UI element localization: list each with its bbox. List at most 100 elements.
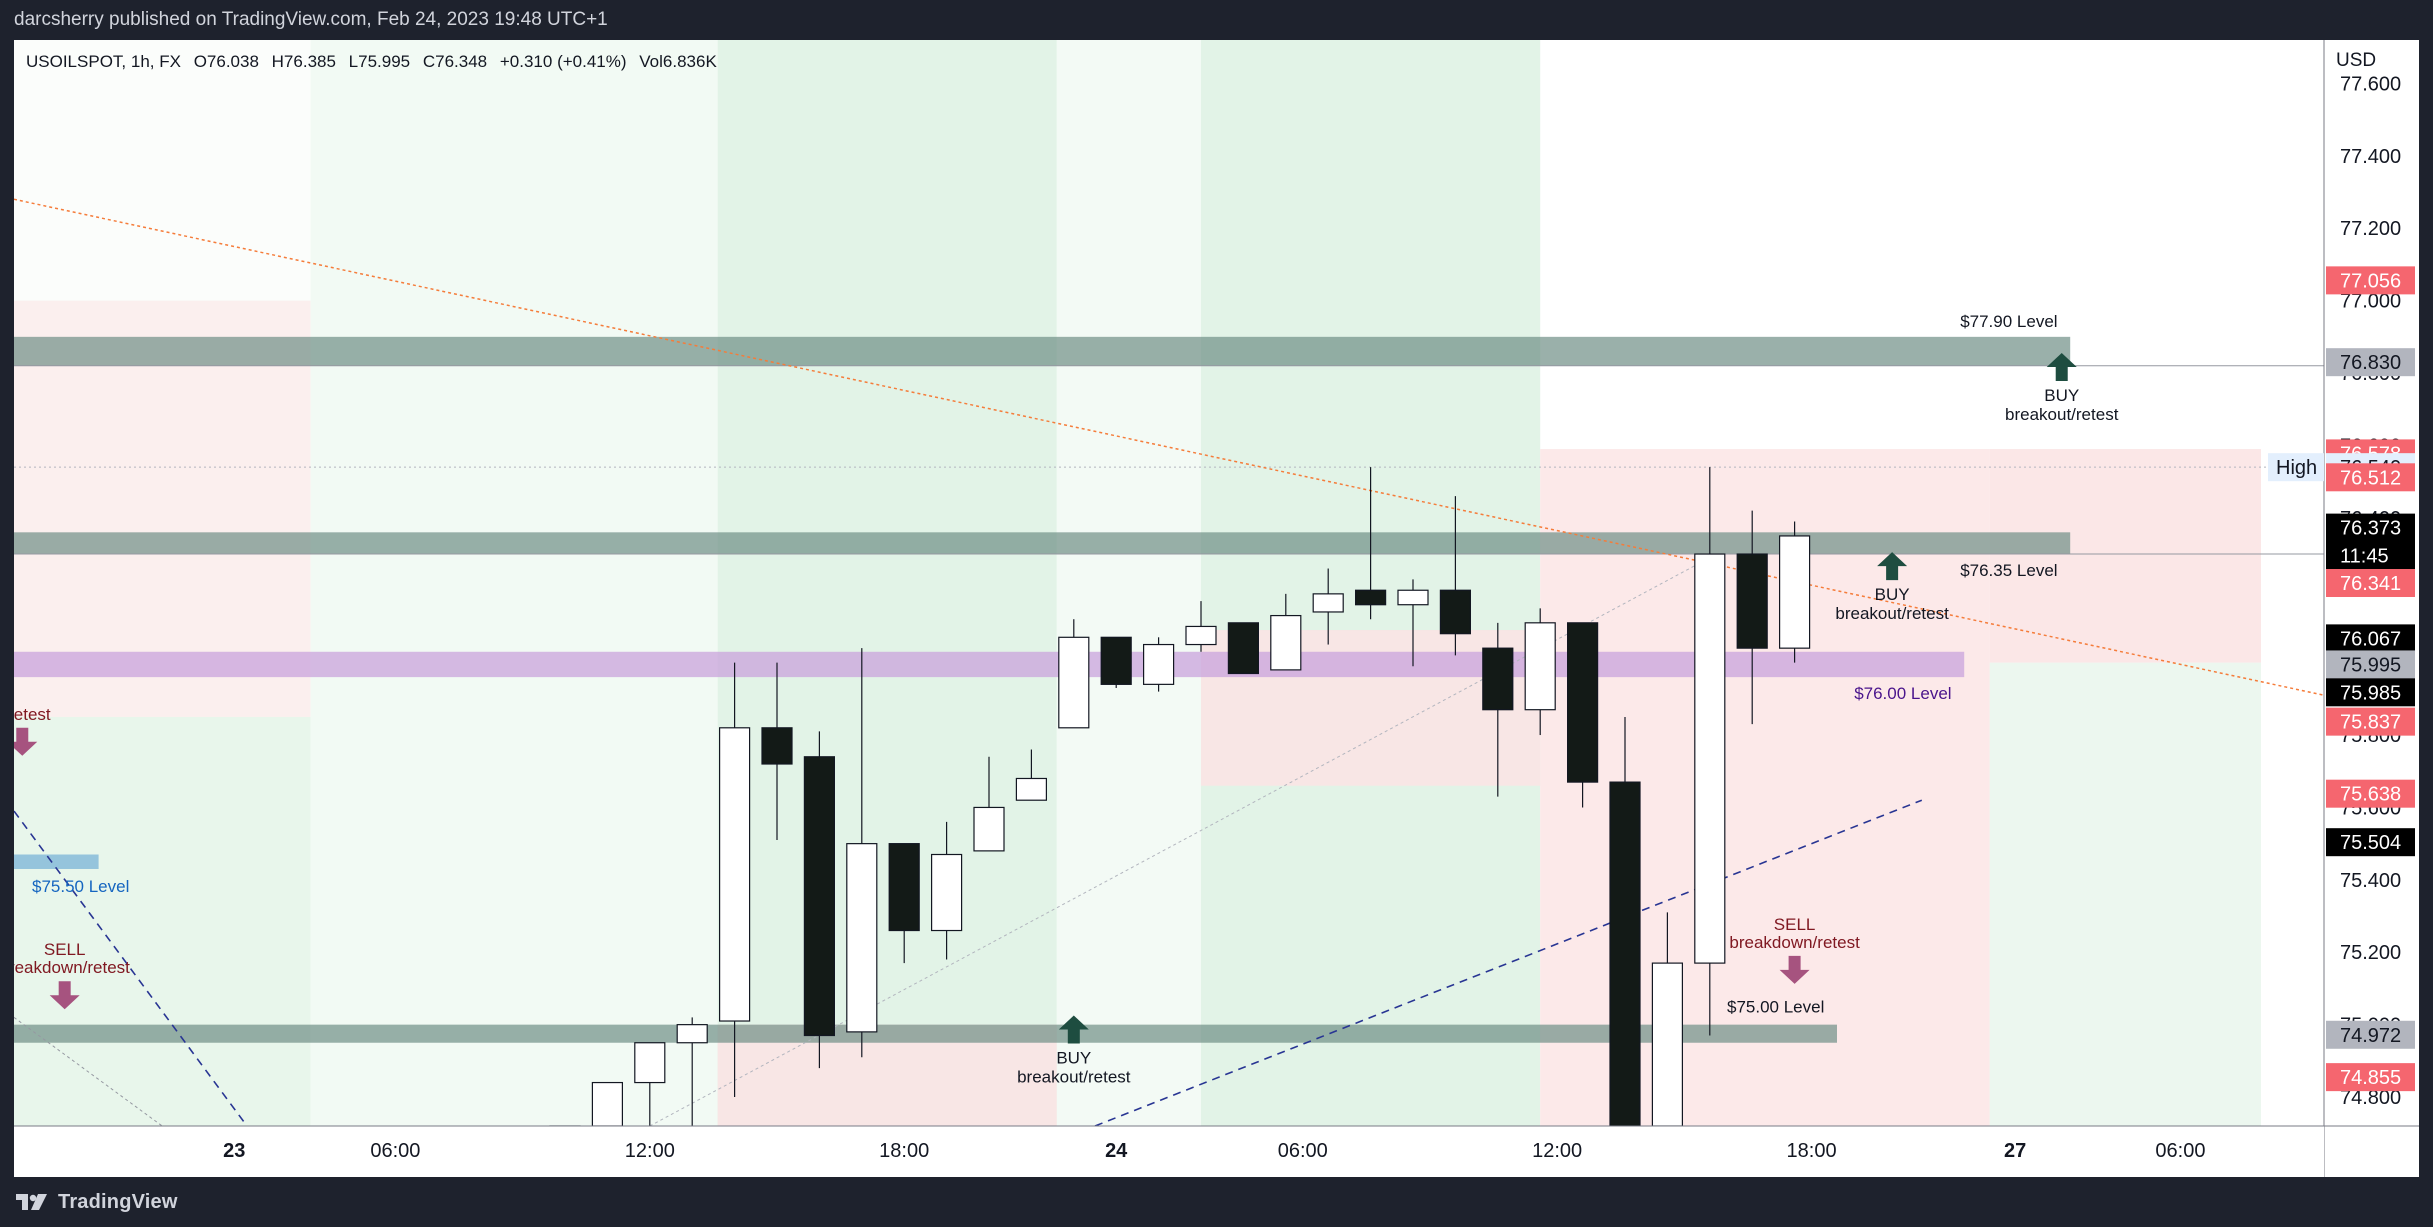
level-label: $76.35 Level — [1960, 561, 2057, 580]
price-label-box — [2326, 541, 2415, 570]
candle-up[interactable] — [1651, 962, 1684, 1126]
candle-up[interactable] — [973, 806, 1005, 852]
candle-down[interactable] — [888, 843, 920, 932]
price-tag: High — [2276, 457, 2317, 479]
candle-up[interactable] — [1185, 625, 1217, 646]
candle-down[interactable] — [1100, 636, 1132, 685]
price-label: 76.512 — [2340, 467, 2401, 489]
candle-down[interactable] — [1354, 589, 1387, 606]
price-label: 76.067 — [2340, 628, 2401, 650]
candle-up[interactable] — [1397, 589, 1429, 606]
legend-change: +0.310 (+0.41%) — [499, 52, 627, 71]
signal-text-label: breakout/retest — [1835, 604, 1949, 623]
signal-text-label: breakdown/retest — [1729, 933, 1860, 952]
candle-down[interactable] — [803, 756, 836, 1037]
candle-up[interactable] — [591, 1081, 624, 1126]
candle-up[interactable] — [1015, 777, 1048, 801]
candle-down[interactable] — [1609, 781, 1641, 1126]
price-label-box — [2326, 828, 2415, 857]
price-label-box — [2326, 569, 2415, 597]
signal-side-label: SELL — [1774, 915, 1816, 934]
signal-text-label: breakout/retest — [2005, 405, 2119, 424]
price-label-box — [2326, 348, 2415, 377]
price-label-box — [2326, 650, 2415, 679]
price-label: 75.985 — [2340, 682, 2401, 704]
price-label-box — [2326, 707, 2415, 736]
price-label-box — [2326, 266, 2415, 295]
level-band-75-50 — [14, 854, 99, 869]
price-label: 74.855 — [2340, 1067, 2401, 1089]
buy-arrow-icon — [1058, 1015, 1089, 1044]
chart-area[interactable]: $77.90 Level $76.35 Level $76.00 Level $75.… — [14, 40, 2419, 1177]
shaded-session — [717, 40, 1057, 1126]
signal-text-label: n/retest — [14, 705, 51, 724]
y-tick-label: 75.200 — [2340, 942, 2401, 964]
y-tick-label: 74.800 — [2340, 1087, 2401, 1109]
tradingview-logo-icon — [16, 1194, 47, 1210]
price-label-box — [2326, 513, 2415, 542]
x-tick-label: 23 — [223, 1140, 245, 1162]
currency-label: USD — [2336, 50, 2376, 71]
signal-text-label: breakout/retest — [1017, 1068, 1131, 1087]
sell-arrow-icon — [14, 727, 38, 756]
candle-up[interactable] — [1778, 535, 1811, 649]
price-label-box — [2326, 678, 2415, 707]
measure-line — [14, 1016, 163, 1127]
price-label-box — [2326, 463, 2415, 492]
candle-down[interactable] — [1566, 622, 1599, 783]
x-tick-label: 18:00 — [1787, 1140, 1837, 1162]
candle-up[interactable] — [676, 1024, 708, 1044]
price-label: 75.995 — [2340, 654, 2401, 676]
candle-down[interactable] — [761, 727, 793, 765]
price-label-box — [2326, 1020, 2415, 1049]
level-band-75-00 — [14, 1024, 1837, 1043]
candle-up[interactable] — [1694, 553, 1726, 964]
time-axis[interactable] — [14, 1126, 2324, 1177]
candle-up[interactable] — [1142, 643, 1175, 685]
loss-zone — [1989, 449, 2261, 663]
x-tick-label: 27 — [2004, 1140, 2026, 1162]
descending-trendline-left — [14, 810, 248, 1126]
price-label: 74.972 — [2340, 1025, 2401, 1047]
publish-line: darcsherry published on TradingView.com,… — [14, 9, 608, 30]
price-axis[interactable] — [2324, 40, 2419, 1177]
sell-arrow-icon — [1779, 955, 1810, 984]
signal-text-label: breakdown/retest — [14, 958, 130, 977]
publish-header: darcsherry published on TradingView.com,… — [0, 0, 2433, 40]
candle-up[interactable] — [930, 853, 963, 932]
legend-open: O76.038 — [193, 52, 259, 71]
x-tick-label: 06:00 — [2155, 1140, 2205, 1162]
level-label: $75.00 Level — [1727, 998, 1824, 1017]
candle-up[interactable] — [1270, 614, 1302, 671]
chart-canvas[interactable]: $77.90 Level $76.35 Level $76.00 Level $75.… — [14, 40, 2419, 1177]
level-label: $76.00 Level — [1854, 684, 1951, 703]
x-tick-label: 18:00 — [879, 1140, 929, 1162]
buy-zone-left — [14, 716, 311, 1126]
price-label: 76.830 — [2340, 352, 2401, 374]
level-label: $77.90 Level — [1960, 312, 2057, 331]
candle-down[interactable] — [1736, 553, 1768, 649]
candle-up[interactable] — [634, 1042, 666, 1084]
candle-down[interactable] — [1482, 647, 1514, 711]
y-tick-label: 77.400 — [2340, 146, 2401, 168]
sell-zone-left — [14, 300, 311, 717]
price-label: 75.504 — [2340, 832, 2401, 854]
level-band-76-00 — [14, 651, 1965, 678]
price-label: 11:45 — [2340, 545, 2389, 567]
price-label: 75.638 — [2340, 784, 2401, 806]
candle-up[interactable] — [846, 843, 878, 1033]
candle-down[interactable] — [1439, 589, 1472, 635]
x-tick-label: 12:00 — [625, 1140, 675, 1162]
shaded-session — [310, 40, 718, 1126]
candle-up[interactable] — [1058, 636, 1090, 729]
descending-trendline — [14, 198, 2325, 696]
price-label: 77.056 — [2340, 270, 2401, 292]
price-label: 75.837 — [2340, 712, 2401, 734]
candle-up[interactable] — [1312, 593, 1344, 613]
level-label: $75.50 Level — [32, 877, 129, 896]
candle-up[interactable] — [1524, 622, 1556, 711]
x-tick-label: 06:00 — [1278, 1140, 1328, 1162]
candle-down[interactable] — [1227, 622, 1260, 675]
legend-low: L75.995 — [348, 52, 411, 71]
candle-up[interactable] — [718, 727, 751, 1022]
